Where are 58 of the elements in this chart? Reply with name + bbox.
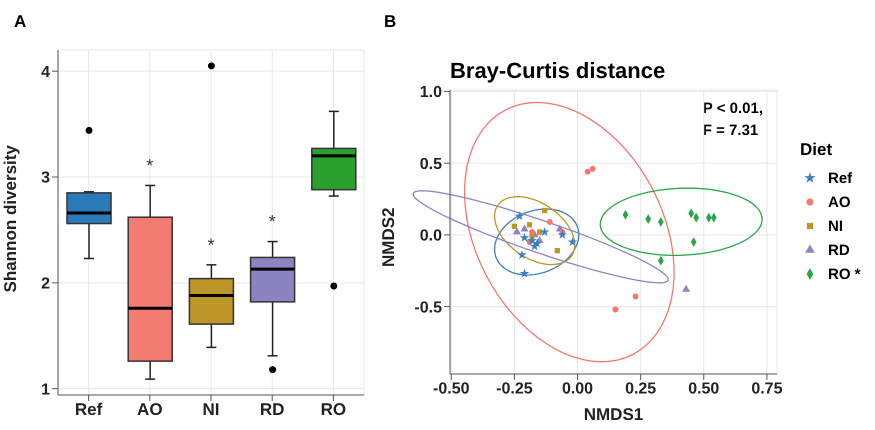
y-tick-label: 2	[41, 276, 50, 292]
point	[526, 222, 532, 228]
legend-label: RD	[828, 242, 850, 258]
y-tick-label: 1.0	[420, 84, 442, 102]
point	[632, 294, 639, 300]
y-axis-title: NMDS2	[379, 207, 398, 267]
point	[520, 232, 530, 242]
x-tick-label: 0.50	[688, 380, 720, 398]
y-tick-label: 4	[41, 64, 50, 81]
annotation: *	[146, 155, 154, 176]
legend-label: NI	[828, 218, 843, 234]
point	[554, 248, 560, 254]
y-tick-label: 1	[41, 381, 50, 398]
y-axis-title: Shannon diversity	[1, 144, 20, 292]
x-axis-title: NMDS1	[584, 405, 644, 424]
point	[546, 218, 553, 225]
legend-title: Diet	[800, 140, 834, 160]
point	[517, 250, 527, 259]
y-tick-label: -0.5	[414, 299, 442, 316]
point	[542, 208, 548, 214]
x-tick-label: AO	[137, 400, 163, 420]
y-tick-label: 3	[41, 170, 50, 187]
y-tick-label: 0.5	[420, 156, 442, 173]
x-tick-label: Ref	[74, 400, 103, 420]
annotation: *	[207, 234, 215, 255]
x-tick-label: 0.75	[751, 380, 783, 398]
legend-label: AO	[828, 194, 850, 210]
x-tick-label: 0.00	[562, 380, 594, 398]
point	[520, 268, 530, 278]
point	[558, 230, 568, 239]
point	[520, 224, 529, 232]
point	[512, 224, 518, 229]
x-tick-label: NI	[202, 400, 220, 420]
text: B	[384, 12, 396, 32]
point	[612, 306, 618, 312]
annotation: F = 7.31	[702, 121, 760, 141]
y-tick-label: 0.0	[420, 228, 442, 245]
x-tick-label: RD	[260, 400, 284, 420]
chart-title: Bray-Curtis distance	[450, 58, 666, 84]
point	[536, 229, 542, 235]
point	[527, 236, 537, 245]
x-tick-label: -0.25	[496, 380, 533, 398]
point	[514, 211, 524, 220]
annotation: *	[268, 212, 276, 232]
legend-label: Ref	[828, 170, 852, 186]
x-tick-label: 0.25	[625, 380, 656, 398]
point	[512, 227, 521, 234]
annotation: P < 0.01,	[702, 99, 763, 119]
point	[540, 227, 550, 236]
point	[682, 284, 690, 292]
x-tick-label: RO	[320, 400, 346, 420]
legend-label: RO *	[828, 266, 861, 282]
x-tick-label: -0.50	[433, 380, 470, 398]
point	[529, 229, 536, 235]
point	[590, 166, 596, 172]
text: A	[14, 12, 26, 32]
point	[584, 168, 591, 175]
point	[568, 237, 578, 246]
